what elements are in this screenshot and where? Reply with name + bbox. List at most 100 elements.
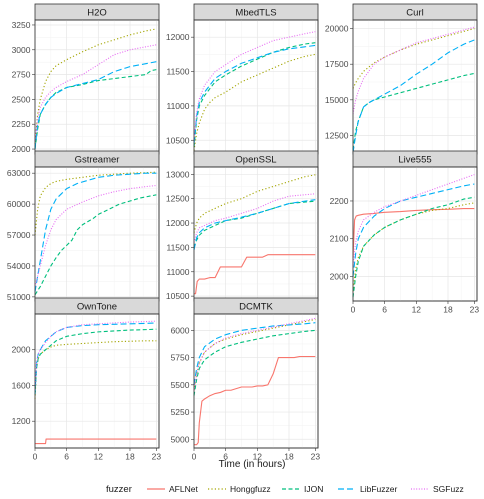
series-line-libfuzzer	[193, 322, 316, 385]
x-tick-label: 6	[382, 305, 387, 315]
x-tick-label: 23	[311, 452, 321, 462]
panel-owntone: OwnTone 1200 1600 2000 0 6 12 18 23	[12, 297, 162, 462]
y-tick-label: 6000	[171, 325, 190, 335]
legend-item-sgfuzz: SGFuzz	[411, 484, 464, 494]
series-line-honggfuzz	[34, 28, 157, 145]
y-tick-label: 54000	[7, 261, 31, 271]
y-tick-label: 2000	[12, 345, 31, 355]
series-line-libfuzzer	[34, 172, 157, 292]
x-axis-title: Time (in hours)	[219, 459, 286, 470]
series-line-sgfuzz	[193, 193, 316, 243]
y-tick-label: 10500	[166, 135, 190, 145]
series-line-ijon	[352, 196, 475, 298]
legend-label: SGFuzz	[433, 484, 464, 494]
y-tick-label: 11500	[166, 67, 189, 77]
panel-title: H2O	[87, 8, 107, 19]
panel-h2o: H2O 2000 2250 2500 2750 3000 3250	[12, 3, 160, 155]
series-line-libfuzzer	[352, 39, 475, 153]
series-line-aflnet	[194, 254, 316, 295]
panel-title: OpenSSL	[235, 155, 276, 166]
y-tick-label: 2500	[12, 94, 31, 104]
y-tick-label: 12500	[166, 194, 190, 204]
series-line-honggfuzz	[193, 174, 316, 233]
series-line-honggfuzz	[34, 340, 157, 399]
series-line-ijon	[34, 328, 157, 395]
series-line-honggfuzz	[352, 28, 475, 89]
plot-area	[352, 19, 478, 155]
series-line-aflnet	[352, 207, 475, 258]
plot-area	[193, 19, 319, 155]
x-tick-label: 0	[351, 305, 356, 315]
plot-area	[193, 313, 319, 449]
panel-live555: Live555 2000 2100 2200 0 6 12 18 23	[330, 150, 480, 315]
panel-border	[193, 313, 319, 449]
y-tick-label: 5750	[171, 353, 190, 363]
y-tick-label: 1600	[12, 380, 31, 390]
legend-item-ijon: IJON	[282, 484, 323, 494]
series-line-ijon	[34, 69, 157, 150]
y-tick-label: 60000	[7, 199, 31, 209]
panel-title: Gstreamer	[75, 155, 120, 166]
y-tick-label: 2100	[330, 234, 349, 244]
panel-title: MbedTLS	[235, 8, 276, 19]
legend-label: AFLNet	[169, 484, 198, 494]
series-line-honggfuzz	[193, 53, 316, 151]
y-tick-label: 11500	[166, 242, 189, 252]
panel-title: DCMTK	[239, 302, 273, 313]
series-line-sgfuzz	[34, 44, 157, 142]
y-tick-label: 2000	[12, 144, 31, 154]
y-tick-label: 11000	[166, 101, 189, 111]
plot-area	[34, 166, 160, 302]
x-tick-label: 6	[223, 452, 228, 462]
panel-border	[34, 313, 160, 449]
series-line-sgfuzz	[193, 317, 316, 391]
y-tick-label: 15000	[325, 95, 349, 105]
panel-title: Curl	[406, 8, 423, 19]
series-line-sgfuzz	[34, 320, 157, 390]
series-line-libfuzzer	[352, 183, 475, 277]
series-line-libfuzzer	[193, 199, 316, 250]
panel-title: OwnTone	[77, 302, 117, 313]
x-tick-label: 12	[94, 452, 104, 462]
series-line-sgfuzz	[193, 31, 316, 141]
x-tick-label: 23	[470, 305, 480, 315]
y-tick-label: 11000	[166, 267, 189, 277]
series-line-aflnet	[35, 438, 157, 445]
x-tick-label: 18	[125, 452, 135, 462]
series-line-ijon	[34, 194, 157, 296]
y-tick-label: 63000	[7, 168, 31, 178]
x-tick-label: 23	[152, 452, 162, 462]
facet-panels: H2O 2000 2250 2500 2750 3000 3250 MbedTLS 10500 1…	[7, 3, 480, 462]
x-tick-label: 6	[64, 452, 69, 462]
plot-area	[193, 166, 319, 302]
series-line-ijon	[193, 329, 316, 396]
y-tick-label: 12000	[166, 218, 190, 228]
panel-border	[352, 166, 478, 302]
series-line-sgfuzz	[352, 26, 475, 115]
y-tick-label: 12500	[325, 130, 349, 140]
y-tick-label: 3250	[12, 20, 31, 30]
series-line-libfuzzer	[193, 44, 316, 144]
y-tick-label: 51000	[7, 292, 31, 302]
y-tick-label: 2200	[330, 196, 349, 206]
y-tick-label: 1200	[12, 416, 31, 426]
legend: fuzzer AFLNet Honggfuzz IJON LibFuzzer SGFuz…	[106, 484, 464, 495]
series-line-honggfuzz	[34, 171, 157, 236]
y-tick-label: 3000	[12, 45, 31, 55]
y-tick-label: 2250	[12, 119, 31, 129]
legend-items: AFLNet Honggfuzz IJON LibFuzzer SGFuzz	[147, 484, 464, 494]
y-tick-label: 57000	[7, 230, 31, 240]
y-tick-label: 20000	[325, 24, 349, 34]
series-line-ijon	[193, 42, 316, 148]
x-tick-label: 18	[443, 305, 453, 315]
panel-mbedtls: MbedTLS 10500 11000 11500 12000	[166, 3, 319, 155]
series-line-libfuzzer	[34, 61, 157, 150]
series-line-ijon	[193, 200, 316, 248]
legend-label: IJON	[304, 484, 323, 494]
series-line-aflnet	[194, 355, 316, 446]
legend-label: LibFuzzer	[360, 484, 397, 494]
x-tick-label: 0	[192, 452, 197, 462]
panel-title: Live555	[398, 155, 431, 166]
plot-area	[352, 166, 478, 302]
